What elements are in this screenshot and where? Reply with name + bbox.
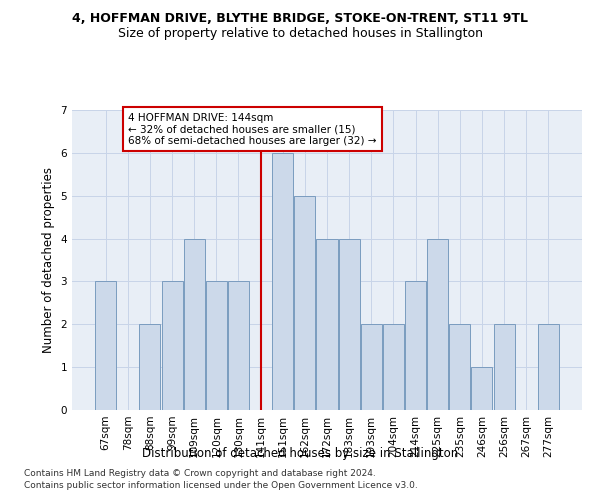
- Text: Size of property relative to detached houses in Stallington: Size of property relative to detached ho…: [118, 28, 482, 40]
- Text: Contains public sector information licensed under the Open Government Licence v3: Contains public sector information licen…: [24, 481, 418, 490]
- Bar: [427, 238, 448, 410]
- Y-axis label: Number of detached properties: Number of detached properties: [42, 167, 55, 353]
- Bar: [338, 238, 359, 410]
- Bar: [472, 367, 493, 410]
- Bar: [161, 282, 182, 410]
- Bar: [295, 196, 316, 410]
- Bar: [538, 324, 559, 410]
- Text: Contains HM Land Registry data © Crown copyright and database right 2024.: Contains HM Land Registry data © Crown c…: [24, 468, 376, 477]
- Bar: [449, 324, 470, 410]
- Bar: [206, 282, 227, 410]
- Bar: [383, 324, 404, 410]
- Bar: [272, 153, 293, 410]
- Bar: [494, 324, 515, 410]
- Bar: [184, 238, 205, 410]
- Bar: [361, 324, 382, 410]
- Bar: [316, 238, 338, 410]
- Bar: [228, 282, 249, 410]
- Bar: [95, 282, 116, 410]
- Text: 4, HOFFMAN DRIVE, BLYTHE BRIDGE, STOKE-ON-TRENT, ST11 9TL: 4, HOFFMAN DRIVE, BLYTHE BRIDGE, STOKE-O…: [72, 12, 528, 26]
- Bar: [139, 324, 160, 410]
- Bar: [405, 282, 426, 410]
- Text: Distribution of detached houses by size in Stallington: Distribution of detached houses by size …: [142, 448, 458, 460]
- Text: 4 HOFFMAN DRIVE: 144sqm
← 32% of detached houses are smaller (15)
68% of semi-de: 4 HOFFMAN DRIVE: 144sqm ← 32% of detache…: [128, 112, 376, 146]
